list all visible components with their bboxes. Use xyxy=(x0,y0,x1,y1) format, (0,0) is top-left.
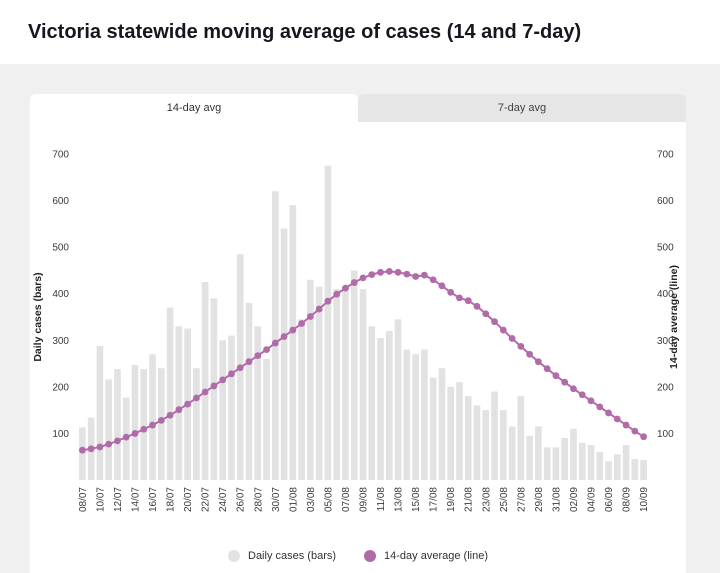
svg-text:18/07: 18/07 xyxy=(166,487,177,512)
svg-text:19/08: 19/08 xyxy=(446,487,457,512)
page-title: Victoria statewide moving average of cas… xyxy=(28,20,582,43)
y-axis-left-ticks: 100 200 300 400 500 600 700 xyxy=(52,150,69,440)
svg-text:600: 600 xyxy=(52,196,69,207)
y-axis-left-title: Daily cases (bars) xyxy=(32,272,44,361)
svg-text:10/09: 10/09 xyxy=(639,487,650,512)
chart-section: 14-day avg 7-day avg 100 200 300 400 500 600 7… xyxy=(30,94,686,573)
svg-text:08/07: 08/07 xyxy=(78,487,89,512)
svg-text:25/08: 25/08 xyxy=(499,487,510,512)
svg-text:200: 200 xyxy=(52,382,69,393)
legend: Daily cases (bars) 14-day average (line) xyxy=(30,538,686,573)
bars-series xyxy=(79,165,647,480)
svg-text:01/08: 01/08 xyxy=(288,487,299,512)
svg-text:05/08: 05/08 xyxy=(323,487,334,512)
svg-text:16/07: 16/07 xyxy=(148,487,159,512)
svg-text:28/07: 28/07 xyxy=(253,487,264,512)
tab-7-day-avg[interactable]: 7-day avg xyxy=(358,94,686,122)
svg-text:300: 300 xyxy=(52,336,69,347)
svg-text:09/08: 09/08 xyxy=(359,487,370,512)
svg-text:02/09: 02/09 xyxy=(569,487,580,512)
svg-text:100: 100 xyxy=(657,429,674,440)
svg-text:10/07: 10/07 xyxy=(95,487,106,512)
svg-text:700: 700 xyxy=(657,150,674,161)
svg-text:700: 700 xyxy=(52,150,69,161)
svg-text:04/09: 04/09 xyxy=(587,487,598,512)
svg-text:200: 200 xyxy=(657,382,674,393)
tab-bar: 14-day avg 7-day avg xyxy=(30,94,686,122)
svg-text:400: 400 xyxy=(657,289,674,300)
svg-text:300: 300 xyxy=(657,336,674,347)
average-line-swatch xyxy=(364,549,377,562)
daily-cases-swatch xyxy=(228,549,240,562)
y-axis-right-title: 14-day average (line) xyxy=(668,265,680,369)
svg-text:31/08: 31/08 xyxy=(551,487,562,512)
legend-item-daily-cases: Daily cases (bars) xyxy=(228,549,337,562)
svg-text:26/07: 26/07 xyxy=(236,487,247,512)
x-axis-labels: 08/07 10/07 12/07 14/07 16/07 18/07 20/07 22/07… xyxy=(78,487,650,512)
svg-text:500: 500 xyxy=(657,243,674,254)
svg-text:23/08: 23/08 xyxy=(481,487,492,512)
svg-text:30/07: 30/07 xyxy=(271,487,282,512)
svg-text:400: 400 xyxy=(52,289,69,300)
svg-text:14/07: 14/07 xyxy=(131,487,142,512)
legend-item-14-day-average: 14-day average (line) xyxy=(364,549,488,562)
svg-text:20/07: 20/07 xyxy=(183,487,194,512)
chart-canvas: 100 200 300 400 500 600 700 100 200 300 400 500 600 7… xyxy=(32,150,680,513)
svg-text:24/07: 24/07 xyxy=(218,487,229,512)
chart-card: 100 200 300 400 500 600 700 100 200 300 400 500 600 7… xyxy=(30,122,686,573)
svg-text:12/07: 12/07 xyxy=(113,487,124,512)
svg-text:29/08: 29/08 xyxy=(534,487,545,512)
svg-text:21/08: 21/08 xyxy=(464,487,475,512)
svg-text:600: 600 xyxy=(657,196,674,207)
header: Victoria statewide moving average of cas… xyxy=(0,0,720,64)
y-axis-right-ticks: 100 200 300 400 500 600 700 xyxy=(657,150,674,440)
svg-text:03/08: 03/08 xyxy=(306,487,317,512)
legend-label-14-day-average: 14-day average (line) xyxy=(384,549,488,562)
svg-text:17/08: 17/08 xyxy=(429,487,440,512)
svg-text:13/08: 13/08 xyxy=(394,487,405,512)
svg-text:11/08: 11/08 xyxy=(376,487,387,512)
svg-text:15/08: 15/08 xyxy=(411,487,422,512)
tab-14-day-avg[interactable]: 14-day avg xyxy=(30,94,358,122)
svg-text:07/08: 07/08 xyxy=(341,487,352,512)
average-line-series xyxy=(78,267,648,454)
svg-text:100: 100 xyxy=(52,429,69,440)
svg-text:06/09: 06/09 xyxy=(604,487,615,512)
svg-text:22/07: 22/07 xyxy=(201,487,212,512)
svg-text:500: 500 xyxy=(52,243,69,254)
svg-text:08/09: 08/09 xyxy=(622,487,633,512)
svg-text:27/08: 27/08 xyxy=(516,487,527,512)
legend-label-daily-cases: Daily cases (bars) xyxy=(248,549,337,562)
